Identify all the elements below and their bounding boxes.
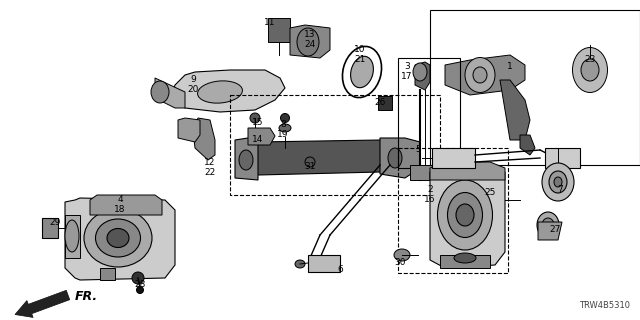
Polygon shape [380, 138, 420, 178]
Polygon shape [90, 195, 162, 215]
FancyArrow shape [15, 290, 70, 317]
Polygon shape [378, 96, 392, 110]
Bar [398, 148, 508, 273]
Ellipse shape [542, 218, 554, 232]
Text: 23: 23 [584, 55, 596, 64]
Text: 7: 7 [557, 185, 563, 194]
Bar [398, 58, 460, 168]
Text: TRW4B5310: TRW4B5310 [579, 301, 630, 310]
Ellipse shape [65, 220, 79, 252]
Polygon shape [538, 222, 562, 240]
Text: 30: 30 [394, 258, 406, 267]
Polygon shape [100, 268, 115, 280]
Ellipse shape [542, 163, 574, 201]
Ellipse shape [465, 58, 495, 92]
Text: 9
20: 9 20 [188, 75, 198, 94]
Ellipse shape [295, 260, 305, 268]
Bar [230, 95, 440, 195]
Ellipse shape [297, 28, 319, 56]
Text: 31: 31 [304, 162, 316, 171]
Polygon shape [430, 168, 505, 268]
Ellipse shape [388, 148, 402, 168]
Polygon shape [235, 138, 258, 180]
Text: FR.: FR. [75, 290, 98, 302]
Text: 27: 27 [549, 225, 561, 234]
Ellipse shape [394, 249, 410, 261]
Polygon shape [178, 118, 200, 142]
Ellipse shape [84, 209, 152, 267]
Polygon shape [248, 128, 275, 145]
Ellipse shape [454, 253, 476, 263]
Ellipse shape [581, 59, 599, 81]
Text: 8
19: 8 19 [277, 120, 289, 139]
Ellipse shape [280, 114, 289, 123]
Bar [430, 10, 640, 165]
Text: 25: 25 [484, 188, 496, 197]
Polygon shape [248, 140, 392, 175]
Ellipse shape [447, 193, 483, 237]
Ellipse shape [549, 171, 567, 193]
Polygon shape [410, 165, 432, 180]
Text: 5: 5 [415, 145, 421, 154]
Polygon shape [42, 218, 58, 238]
Text: 1: 1 [507, 62, 513, 71]
Polygon shape [290, 25, 330, 58]
Text: 4
18: 4 18 [115, 195, 125, 214]
Text: 6: 6 [337, 265, 343, 274]
Polygon shape [193, 118, 215, 160]
Polygon shape [430, 162, 505, 180]
Ellipse shape [305, 157, 315, 167]
Text: 29: 29 [49, 218, 61, 227]
Ellipse shape [456, 204, 474, 226]
Ellipse shape [473, 67, 487, 83]
Ellipse shape [198, 81, 243, 103]
Text: 11: 11 [264, 18, 276, 27]
Ellipse shape [239, 150, 253, 170]
Polygon shape [155, 78, 185, 108]
Text: 13
24: 13 24 [304, 30, 316, 49]
Ellipse shape [573, 47, 607, 92]
Polygon shape [308, 255, 340, 272]
Ellipse shape [554, 177, 562, 187]
Text: 14: 14 [252, 135, 264, 144]
Ellipse shape [438, 180, 493, 250]
Ellipse shape [413, 63, 427, 81]
Polygon shape [65, 198, 175, 280]
Ellipse shape [537, 212, 559, 238]
Text: 3
17: 3 17 [401, 62, 413, 81]
Polygon shape [268, 18, 290, 42]
Polygon shape [445, 55, 525, 95]
Text: 10
21: 10 21 [355, 45, 365, 64]
Ellipse shape [279, 124, 291, 132]
Ellipse shape [136, 286, 143, 293]
Polygon shape [440, 255, 490, 268]
Polygon shape [432, 148, 475, 168]
Text: 15: 15 [252, 118, 264, 127]
Text: 28: 28 [134, 280, 146, 289]
Polygon shape [170, 70, 285, 112]
Ellipse shape [132, 272, 144, 284]
Ellipse shape [250, 113, 260, 123]
Polygon shape [500, 80, 530, 140]
Text: 12
22: 12 22 [204, 158, 216, 177]
Text: 2
16: 2 16 [424, 185, 436, 204]
Polygon shape [415, 62, 430, 90]
Polygon shape [65, 215, 80, 258]
Polygon shape [545, 148, 580, 168]
Ellipse shape [95, 219, 141, 257]
Ellipse shape [151, 81, 169, 103]
Ellipse shape [351, 56, 373, 88]
Polygon shape [520, 135, 535, 155]
Ellipse shape [107, 228, 129, 247]
Text: 26: 26 [374, 98, 386, 107]
